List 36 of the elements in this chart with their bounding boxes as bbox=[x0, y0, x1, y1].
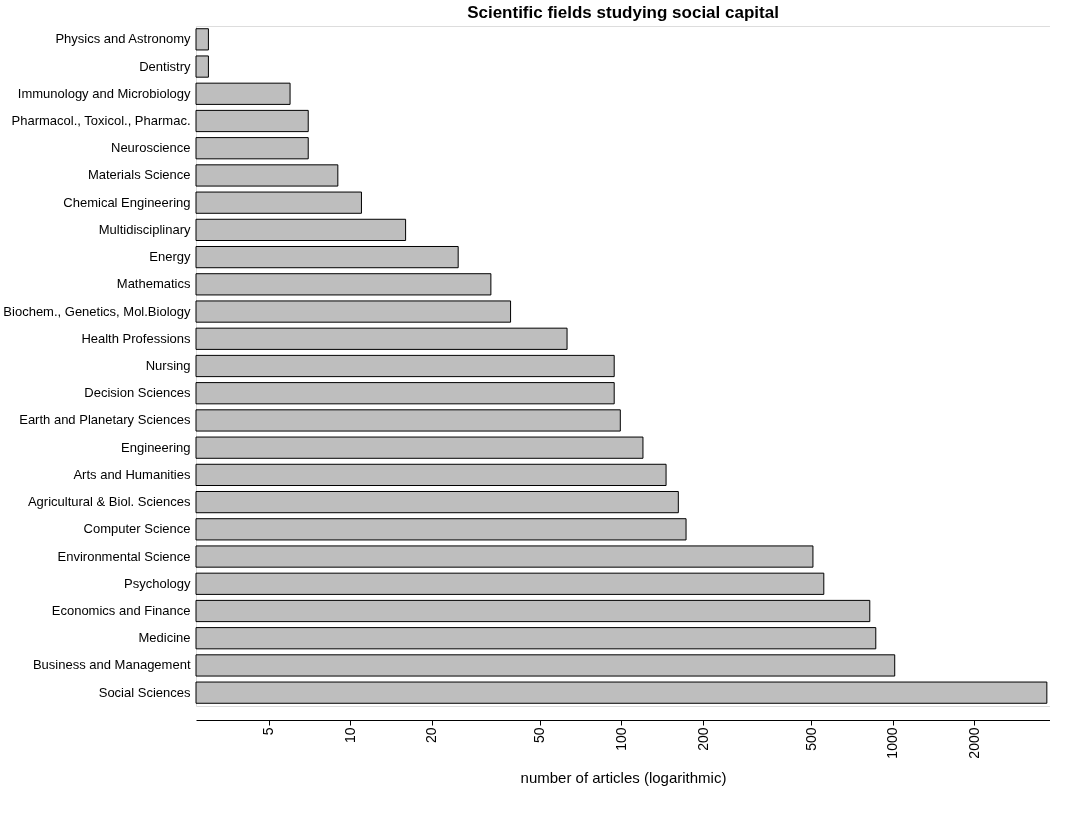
x-tick-label: 2000 bbox=[965, 727, 982, 759]
y-tick-label: Dentistry bbox=[139, 58, 191, 74]
y-tick-label: Arts and Humanities bbox=[73, 466, 191, 482]
y-tick-label: Nursing bbox=[145, 358, 191, 373]
y-tick-label: Multidisciplinary bbox=[98, 221, 191, 237]
y-tick-label: Energy bbox=[149, 249, 191, 265]
x-tick-label: 50 bbox=[531, 727, 548, 744]
y-tick-label: Chemical Engineering bbox=[63, 194, 191, 210]
y-tick-label: Biochem., Genetics, Mol.Biology bbox=[3, 303, 191, 319]
y-tick-label: Business and Management bbox=[32, 657, 191, 673]
y-tick-label: Social Sciences bbox=[98, 684, 191, 700]
chart-title: Scientific fields studying social capital bbox=[467, 3, 779, 22]
y-tick-label: Decision Sciences bbox=[84, 385, 191, 401]
y-tick-label: Immunology and Microbiology bbox=[17, 85, 191, 101]
y-tick-label: Mathematics bbox=[116, 276, 191, 292]
y-tick-label: Earth and Planetary Sciences bbox=[19, 412, 191, 428]
x-tick-label: 100 bbox=[612, 727, 629, 751]
y-tick-label: Medicine bbox=[138, 630, 191, 646]
y-tick-label: Economics and Finance bbox=[51, 603, 191, 618]
x-tick-label: 1000 bbox=[884, 727, 901, 759]
y-tick-label: Engineering bbox=[121, 439, 191, 455]
x-tick-label: 200 bbox=[694, 727, 711, 751]
y-tick-label: Pharmacol., Toxicol., Pharmac. bbox=[11, 113, 191, 128]
y-tick-label: Computer Science bbox=[83, 521, 191, 537]
y-tick-label: Agricultural & Biol. Sciences bbox=[27, 494, 191, 510]
y-tick-label: Physics and Astronomy bbox=[55, 31, 191, 47]
y-tick-label: Neuroscience bbox=[111, 140, 191, 156]
x-tick-label: 10 bbox=[341, 727, 358, 744]
x-axis-title: number of articles (logarithmic) bbox=[520, 768, 727, 786]
y-tick-label: Health Professions bbox=[81, 330, 191, 346]
x-tick-label: 5 bbox=[260, 727, 277, 736]
y-tick-label: Materials Science bbox=[87, 167, 191, 183]
x-tick-label: 500 bbox=[802, 727, 819, 751]
y-tick-label: Psychology bbox=[124, 575, 191, 591]
y-tick-label: Environmental Science bbox=[57, 548, 191, 564]
x-tick-label: 20 bbox=[423, 727, 440, 744]
